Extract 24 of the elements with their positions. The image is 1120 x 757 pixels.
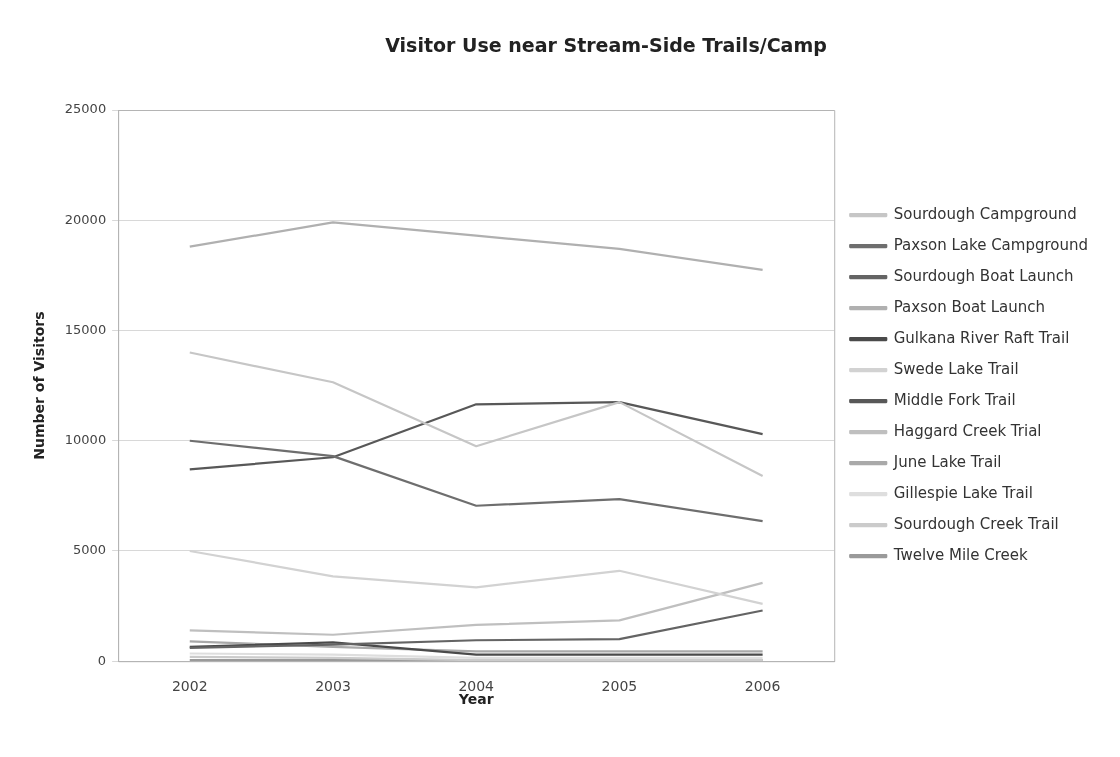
legend-label: Middle Fork Trail <box>893 390 1016 409</box>
chart-title: Visitor Use near Stream-Side Trails/Camp <box>384 34 828 56</box>
y-tick-label: 10000 <box>64 432 107 448</box>
y-axis-title: Number of Visitors <box>31 311 48 460</box>
x-tick-label: 2005 <box>601 678 638 695</box>
legend-label: Sourdough Creek Trail <box>893 514 1059 533</box>
x-tick-label: 2002 <box>171 678 208 695</box>
legend-label: Sourdough Boat Launch <box>893 266 1074 285</box>
y-tick-label: 0 <box>97 652 107 668</box>
legend-label: Gulkana River Raft Trail <box>893 328 1070 347</box>
legend-label: Gillespie Lake Trail <box>893 483 1033 502</box>
x-tick-label: 2006 <box>744 678 781 695</box>
y-tick-label: 25000 <box>64 101 107 117</box>
legend-label: Haggard Creek Trial <box>893 421 1042 440</box>
y-tick-label: 15000 <box>64 321 107 337</box>
legend-label: June Lake Trail <box>892 452 1002 471</box>
legend-label: Sourdough Campground <box>893 204 1077 223</box>
legend-label: Paxson Lake Campground <box>893 235 1089 254</box>
legend-label: Swede Lake Trail <box>893 359 1019 378</box>
y-tick-label: 5000 <box>73 542 107 558</box>
x-tick-label: 2003 <box>315 678 351 695</box>
y-tick-label: 20000 <box>64 211 107 227</box>
legend-label: Paxson Boat Launch <box>893 297 1046 316</box>
legend-label: Twelve Mile Creek <box>892 545 1028 564</box>
